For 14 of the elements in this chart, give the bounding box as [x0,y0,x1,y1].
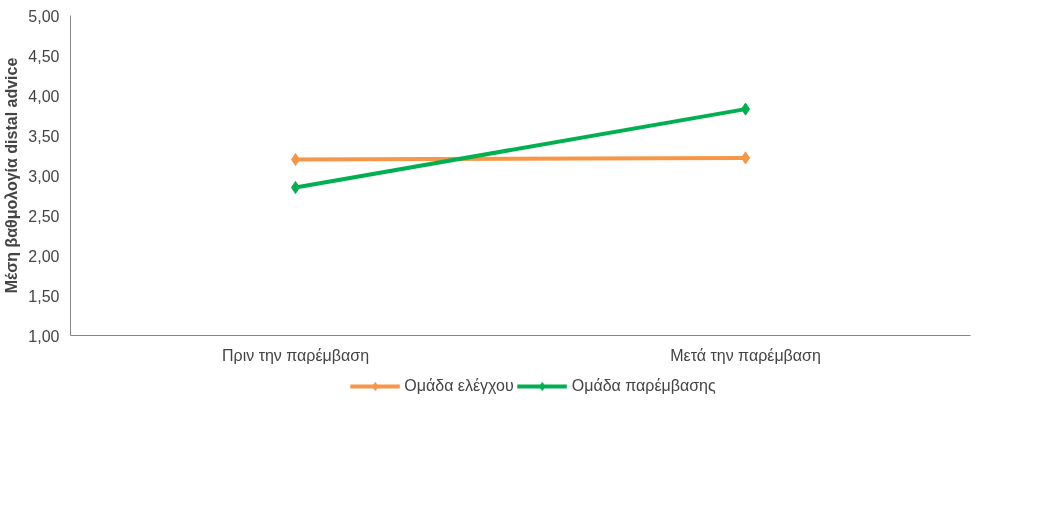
legend-label: Ομάδα ελέγχου [404,377,514,395]
y-tick-label: 2,50 [28,207,60,225]
y-tick-label: 4,50 [28,47,60,65]
x-tick-label: Πριν την παρέμβαση [221,346,370,364]
x-tick-label: Μετά την παρέμβαση [670,346,821,364]
y-axis-title: Μέση βαθμολογία distal advice [3,57,21,294]
y-tick-label: 1,00 [28,327,60,345]
y-tick-label: 1,50 [28,287,60,305]
y-tick-label: 2,00 [28,247,60,265]
y-tick-label: 5,00 [28,7,60,25]
y-tick-label: 3,00 [28,167,60,185]
y-tick-label: 4,00 [28,87,60,105]
legend-label: Ομάδα παρέμβασης [571,377,716,395]
y-tick-label: 3,50 [28,127,60,145]
